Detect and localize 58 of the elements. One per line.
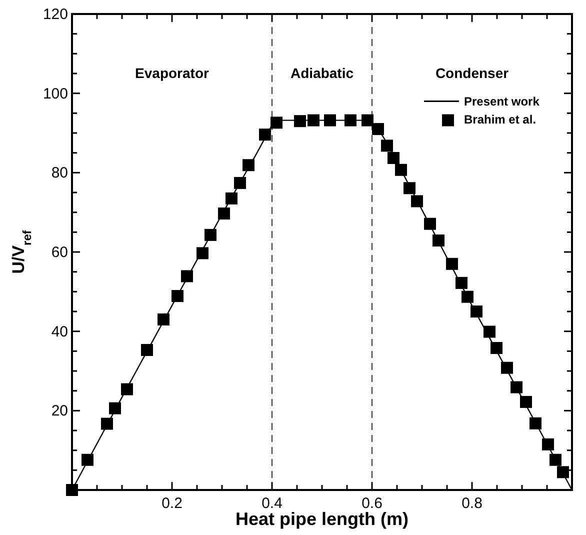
point (404, 182, 416, 194)
point (388, 152, 400, 164)
point (470, 306, 482, 318)
x-axis-title: Heat pipe length (m) (235, 509, 409, 529)
point (234, 176, 246, 189)
point (550, 454, 562, 466)
point (520, 396, 532, 408)
point (381, 140, 393, 152)
legend-label: Brahim et al. (464, 112, 536, 126)
point (82, 454, 94, 466)
point (484, 326, 496, 338)
point (294, 115, 306, 128)
y-tick-label: 20 (51, 402, 68, 420)
y-tick-label: 100 (42, 85, 68, 102)
point (204, 228, 216, 241)
x-tick-label: 0.8 (462, 495, 482, 512)
annotation: Adiabatic (290, 65, 354, 81)
point (362, 114, 374, 126)
point (490, 342, 502, 354)
point (432, 234, 444, 246)
y-tick-label: 120 (42, 6, 68, 23)
y-tick-label: 60 (51, 244, 68, 261)
point (109, 402, 121, 414)
point (530, 417, 542, 430)
point (446, 258, 458, 270)
point (456, 276, 468, 289)
point (172, 290, 184, 302)
point (344, 114, 356, 126)
point (181, 270, 193, 282)
point (542, 438, 554, 450)
point (158, 313, 170, 326)
point (324, 114, 336, 126)
point (121, 383, 133, 396)
point (270, 116, 282, 129)
point (462, 290, 474, 303)
point (308, 114, 320, 126)
point (395, 164, 407, 176)
annotation: Condenser (435, 65, 510, 81)
x-tick-label: 0.6 (362, 495, 382, 512)
y-tick-label: 40 (51, 323, 68, 340)
point (501, 362, 513, 374)
point (411, 195, 423, 208)
point (259, 128, 271, 141)
point (218, 208, 230, 220)
point (101, 418, 113, 430)
point (510, 381, 522, 394)
point (424, 218, 436, 230)
x-tick-label: 0.2 (162, 495, 182, 512)
legend-label: Present work (464, 94, 540, 108)
y-tick-label: 80 (51, 164, 68, 182)
point (141, 344, 153, 356)
x-tick-label: 0.4 (262, 495, 282, 512)
annotation: Evaporator (135, 65, 210, 81)
point (196, 247, 208, 260)
point (226, 192, 238, 204)
point (372, 123, 384, 136)
point (242, 159, 254, 172)
point (557, 466, 569, 478)
